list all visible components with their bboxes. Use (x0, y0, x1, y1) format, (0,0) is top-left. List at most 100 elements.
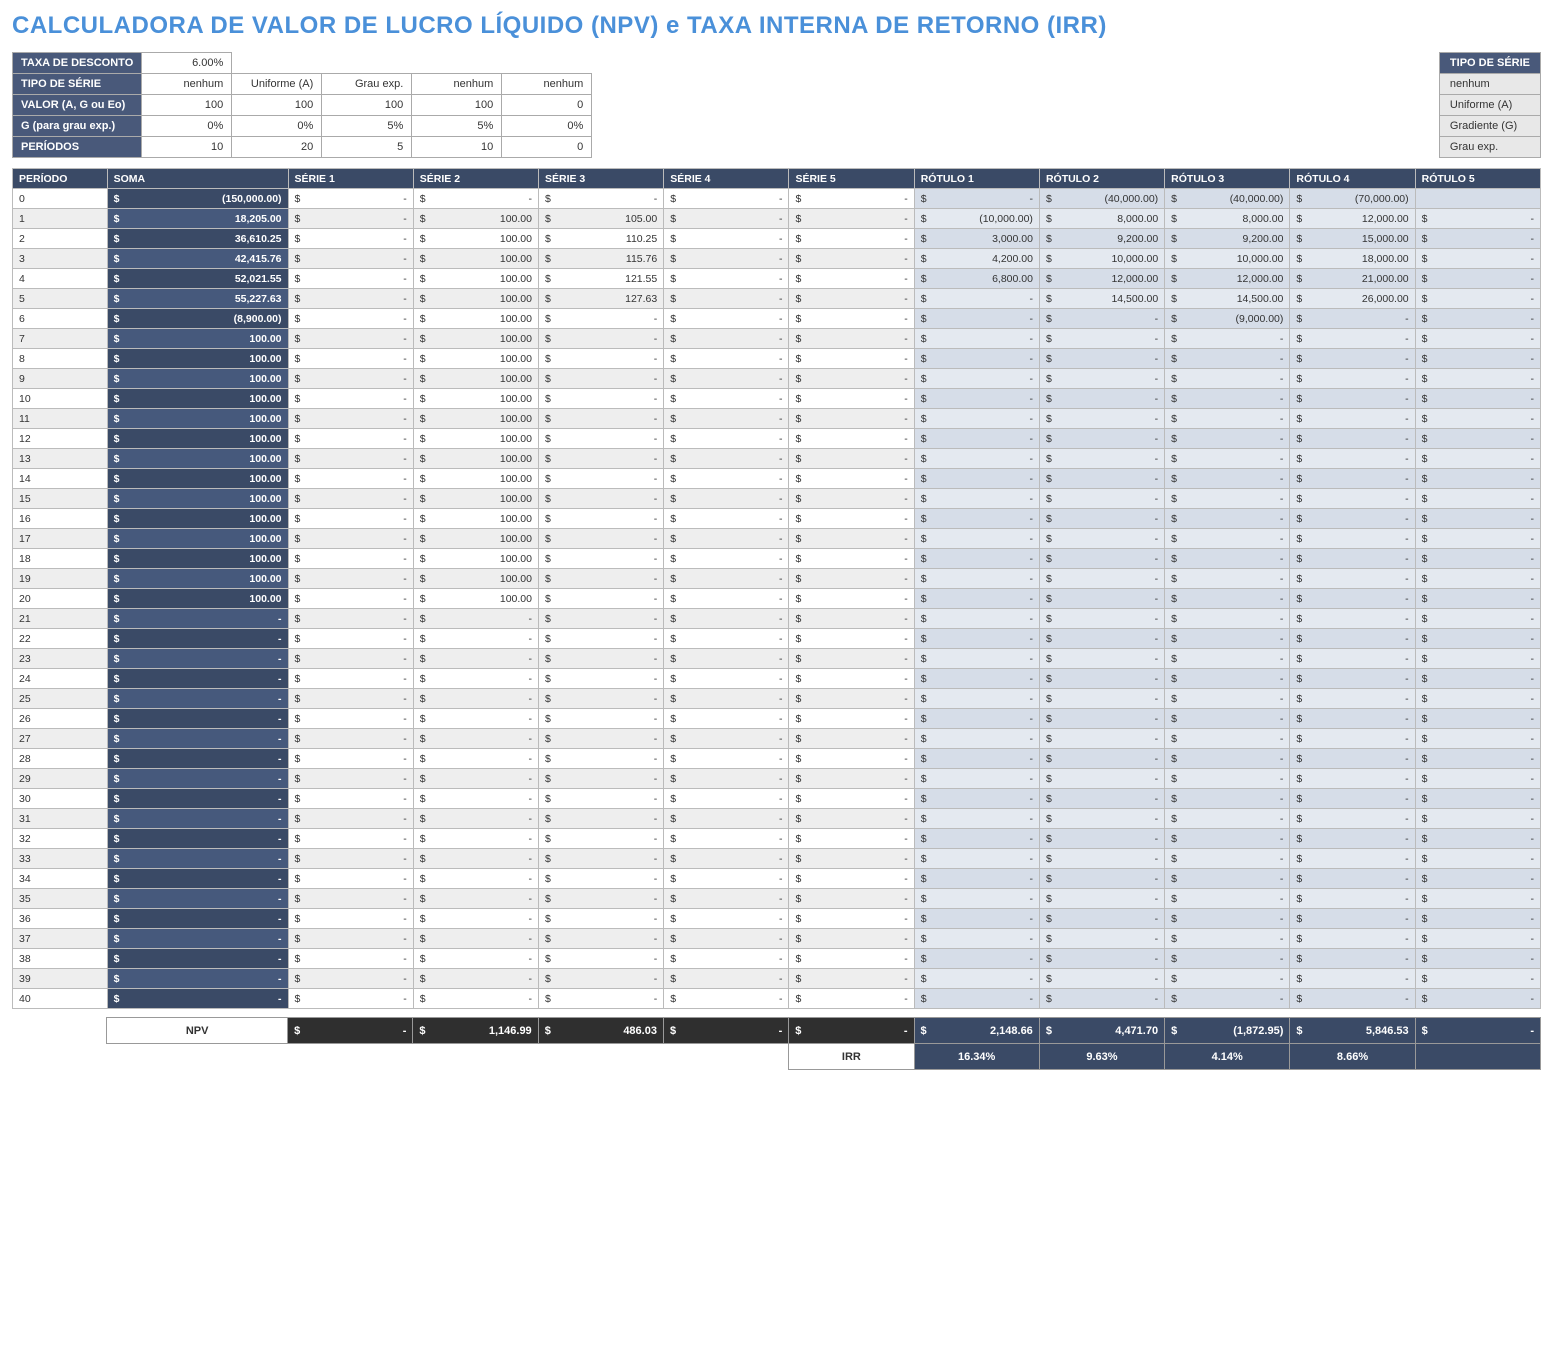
series-cell[interactable]: $- (664, 289, 789, 309)
series-cell[interactable]: $- (664, 329, 789, 349)
series-cell[interactable]: $- (539, 929, 664, 949)
series-cell[interactable]: $- (288, 629, 413, 649)
series-cell[interactable]: $- (789, 549, 914, 569)
series-cell[interactable]: $- (789, 689, 914, 709)
rotulo-cell[interactable]: $(40,000.00) (1039, 189, 1164, 209)
rotulo-cell[interactable]: $- (1290, 889, 1415, 909)
rotulo-cell[interactable]: $- (1290, 369, 1415, 389)
rotulo-cell[interactable]: $- (1415, 249, 1540, 269)
series-cell[interactable]: $- (539, 529, 664, 549)
series-cell[interactable]: $- (539, 829, 664, 849)
series-cell[interactable]: $- (539, 409, 664, 429)
series-cell[interactable]: $- (789, 869, 914, 889)
param-value[interactable]: nenhum (142, 74, 232, 95)
rotulo-cell[interactable]: $- (1290, 689, 1415, 709)
rotulo-cell[interactable]: $- (1165, 689, 1290, 709)
series-cell[interactable]: $- (789, 489, 914, 509)
series-cell[interactable]: $- (664, 749, 789, 769)
rotulo-cell[interactable]: $- (1290, 569, 1415, 589)
rotulo-cell[interactable]: $- (1415, 449, 1540, 469)
rotulo-cell[interactable]: $- (914, 389, 1039, 409)
rotulo-cell[interactable]: $- (914, 809, 1039, 829)
rotulo-cell[interactable]: $- (1415, 229, 1540, 249)
rotulo-cell[interactable]: $- (1165, 349, 1290, 369)
series-cell[interactable]: $- (789, 529, 914, 549)
rotulo-cell[interactable]: $- (1415, 749, 1540, 769)
series-cell[interactable]: $- (288, 529, 413, 549)
series-cell[interactable]: $- (288, 549, 413, 569)
rotulo-cell[interactable]: $- (1415, 889, 1540, 909)
series-cell[interactable]: $100.00 (413, 289, 538, 309)
rotulo-cell[interactable]: $- (1039, 829, 1164, 849)
param-value[interactable]: 5 (322, 137, 412, 158)
series-cell[interactable]: $- (539, 769, 664, 789)
rotulo-cell[interactable]: $- (1415, 909, 1540, 929)
rotulo-cell[interactable]: $- (1290, 749, 1415, 769)
rotulo-cell[interactable]: $- (1415, 789, 1540, 809)
rotulo-cell[interactable]: $- (1165, 889, 1290, 909)
rotulo-cell[interactable]: $- (914, 489, 1039, 509)
series-cell[interactable]: $- (789, 189, 914, 209)
rotulo-cell[interactable]: $- (1290, 869, 1415, 889)
series-cell[interactable]: $100.00 (413, 509, 538, 529)
series-cell[interactable]: $- (288, 869, 413, 889)
series-cell[interactable]: $- (288, 769, 413, 789)
series-cell[interactable]: $- (288, 409, 413, 429)
rotulo-cell[interactable]: $- (914, 689, 1039, 709)
series-cell[interactable]: $- (789, 389, 914, 409)
rotulo-cell[interactable]: $- (1039, 389, 1164, 409)
series-cell[interactable]: $- (789, 889, 914, 909)
rotulo-cell[interactable]: $- (1039, 349, 1164, 369)
series-cell[interactable]: $- (789, 829, 914, 849)
series-cell[interactable]: $- (539, 469, 664, 489)
rotulo-cell[interactable]: $- (1415, 769, 1540, 789)
param-value[interactable]: 100 (412, 95, 502, 116)
series-cell[interactable]: $- (413, 729, 538, 749)
series-cell[interactable]: $- (288, 689, 413, 709)
rotulo-cell[interactable]: $- (1415, 709, 1540, 729)
rotulo-cell[interactable]: $21,000.00 (1290, 269, 1415, 289)
series-cell[interactable]: $100.00 (413, 329, 538, 349)
series-cell[interactable]: $- (413, 189, 538, 209)
series-cell[interactable]: $- (288, 989, 413, 1009)
rotulo-cell[interactable]: $- (1039, 769, 1164, 789)
series-cell[interactable]: $- (288, 449, 413, 469)
rotulo-cell[interactable]: $- (1290, 309, 1415, 329)
rotulo-cell[interactable]: $- (1290, 629, 1415, 649)
series-cell[interactable]: $- (539, 369, 664, 389)
rotulo-cell[interactable]: $- (914, 429, 1039, 449)
rotulo-cell[interactable]: $- (914, 569, 1039, 589)
series-cell[interactable]: $- (664, 869, 789, 889)
rotulo-cell[interactable]: $- (1415, 309, 1540, 329)
series-cell[interactable]: $- (789, 849, 914, 869)
rotulo-cell[interactable]: $- (914, 349, 1039, 369)
series-cell[interactable]: $100.00 (413, 209, 538, 229)
series-cell[interactable]: $- (789, 649, 914, 669)
series-cell[interactable]: $100.00 (413, 449, 538, 469)
rotulo-cell[interactable]: $- (1039, 729, 1164, 749)
rotulo-cell[interactable]: $- (1165, 389, 1290, 409)
series-cell[interactable]: $- (789, 209, 914, 229)
series-cell[interactable]: $- (288, 809, 413, 829)
rotulo-cell[interactable]: $9,200.00 (1165, 229, 1290, 249)
series-cell[interactable]: $- (664, 949, 789, 969)
rotulo-cell[interactable]: $- (1039, 449, 1164, 469)
rotulo-cell[interactable]: $- (1165, 629, 1290, 649)
series-cell[interactable]: $- (413, 649, 538, 669)
series-cell[interactable]: $- (664, 509, 789, 529)
param-value[interactable]: 0 (502, 137, 592, 158)
series-cell[interactable]: $- (413, 989, 538, 1009)
rotulo-cell[interactable]: $- (914, 829, 1039, 849)
series-cell[interactable]: $- (664, 929, 789, 949)
series-cell[interactable]: $- (288, 269, 413, 289)
rotulo-cell[interactable]: $4,200.00 (914, 249, 1039, 269)
series-cell[interactable]: $- (664, 849, 789, 869)
series-cell[interactable]: $100.00 (413, 569, 538, 589)
rotulo-cell[interactable]: $- (1039, 789, 1164, 809)
rotulo-cell[interactable]: $- (1039, 469, 1164, 489)
rotulo-cell[interactable]: $8,000.00 (1039, 209, 1164, 229)
series-cell[interactable]: $- (288, 849, 413, 869)
series-cell[interactable]: $- (288, 349, 413, 369)
series-cell[interactable]: $- (664, 789, 789, 809)
series-cell[interactable]: $- (789, 949, 914, 969)
